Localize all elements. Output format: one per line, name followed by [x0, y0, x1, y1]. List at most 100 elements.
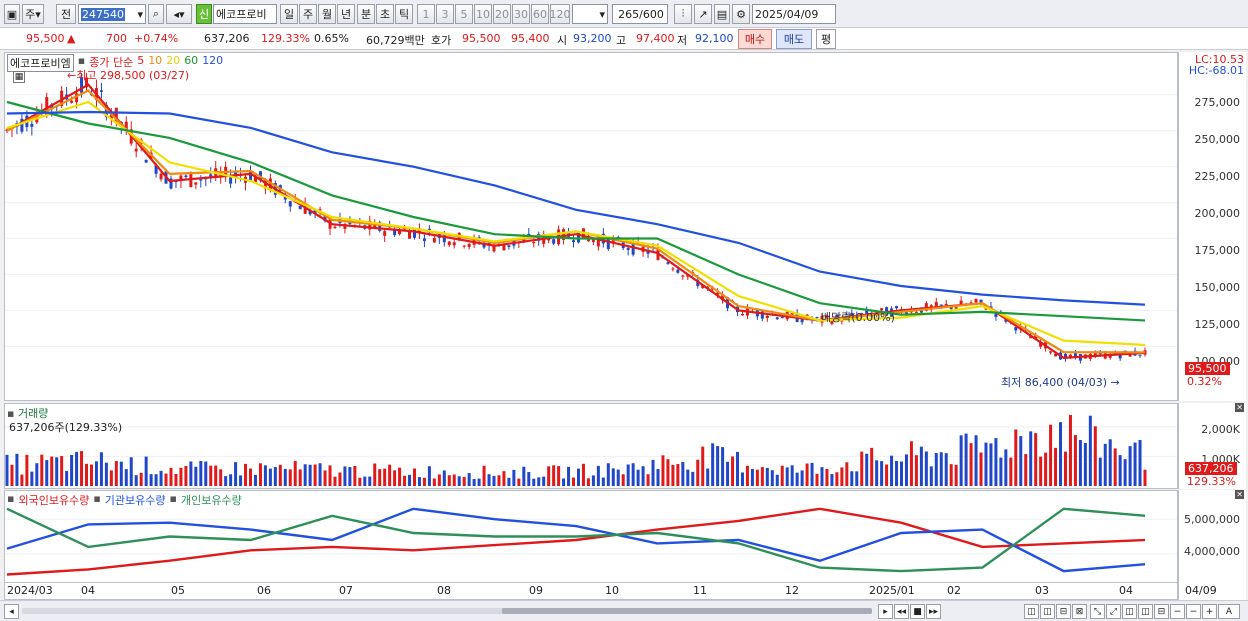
volume-bar [731, 456, 735, 486]
buy-button[interactable]: 매수 [738, 29, 772, 49]
grid-toggle-icon[interactable]: ▦ [13, 71, 25, 83]
price-candle [740, 314, 744, 316]
volume-y-axis: ✕ 2,000K 1,000K 637,206 129.33% [1178, 403, 1246, 489]
price-candle [666, 262, 670, 264]
price-candle [775, 317, 779, 320]
volume-bar [999, 457, 1003, 486]
legend-ma20: 20 [166, 54, 181, 67]
price-chart-panel[interactable]: 에코프로비엠 ▪ 종가 단순 5 10 20 60 120 ▦ ←최고 298,… [4, 52, 1178, 401]
new-badge[interactable]: 신 [196, 4, 212, 24]
price-candle [1108, 354, 1112, 358]
tab-year[interactable]: 년 [337, 4, 355, 24]
code-dropdown-icon[interactable]: ▾ [137, 7, 143, 21]
num-20[interactable]: 20 [493, 4, 511, 24]
scrollbar-track[interactable] [22, 608, 872, 614]
volume-bar [1088, 415, 1092, 486]
tool-icon-4[interactable]: ⊠ [1072, 604, 1087, 619]
volume-bar [1054, 447, 1058, 486]
play-icon[interactable]: ▸ [878, 604, 893, 619]
tab-month[interactable]: 월 [318, 4, 336, 24]
fast-forward-icon[interactable]: ▸▸ [926, 604, 941, 619]
num-120[interactable]: 120 [550, 4, 570, 24]
volume-bar [949, 464, 953, 486]
interval-dropdown-icon[interactable]: ▾ [599, 7, 605, 21]
volume-bar [890, 455, 894, 486]
price-candle [1014, 327, 1018, 331]
holdings-close-icon[interactable]: ✕ [1235, 490, 1244, 499]
tool-icon-7[interactable]: ◫ [1122, 604, 1137, 619]
volume-panel[interactable]: ▪ 거래량 637,206주(129.33%) [4, 403, 1178, 489]
holdings-marker-icon-3: ▪ [169, 492, 177, 505]
stock-code-input[interactable]: 247540 ▾ [78, 4, 146, 24]
plus-icon[interactable]: + [1202, 604, 1217, 619]
volume-bar [954, 464, 958, 486]
tab-minute[interactable]: 분 [357, 4, 375, 24]
volume-bar [70, 455, 74, 486]
volume-bar [1133, 442, 1137, 486]
interval-input[interactable]: ▾ [572, 4, 608, 24]
rewind-icon[interactable]: ◂◂ [894, 604, 909, 619]
holdings-y-axis: ✕ 5,000,000 4,000,000 [1178, 490, 1246, 583]
tool-icon-9[interactable]: ⊟ [1154, 604, 1169, 619]
date-input[interactable]: 2025/04/09 [752, 4, 836, 24]
tool-icon-1[interactable]: ◫ [1024, 604, 1039, 619]
price-candle [954, 307, 958, 309]
num-60[interactable]: 60 [531, 4, 549, 24]
num-30[interactable]: 30 [512, 4, 530, 24]
tool-icon-5[interactable]: ⤡ [1090, 604, 1105, 619]
sound-icon[interactable]: ◂▾ [166, 4, 192, 24]
volume-bar [1029, 431, 1033, 486]
volume-bar [914, 455, 918, 486]
volume-bar [427, 466, 431, 486]
search-icon[interactable]: ⌕ [148, 4, 164, 24]
price-candle [159, 173, 163, 180]
price-candle [507, 245, 511, 247]
hold-tick-4m: 4,000,000 [1184, 545, 1240, 558]
open-price: 93,200 [573, 32, 612, 45]
font-size-icon[interactable]: A [1218, 604, 1240, 619]
volume-bar [984, 442, 988, 486]
volume-bar [835, 472, 839, 486]
num-1[interactable]: 1 [417, 4, 435, 24]
tab-tick[interactable]: 틱 [395, 4, 413, 24]
candle-icon[interactable]: ⫶ [674, 4, 692, 24]
tab-second[interactable]: 초 [376, 4, 394, 24]
eval-button[interactable]: 평 [816, 29, 836, 49]
price-candle [85, 77, 89, 88]
tab-week[interactable]: 주 [299, 4, 317, 24]
volume-close-icon[interactable]: ✕ [1235, 403, 1244, 412]
draw-tool-icon[interactable]: ↗ [694, 4, 712, 24]
tool-icon-2[interactable]: ◫ [1040, 604, 1055, 619]
tool-icon-6[interactable]: ⤢ [1106, 604, 1121, 619]
price-candle [984, 308, 988, 310]
volume-bar [899, 461, 903, 486]
stock-name-field[interactable]: 에코프로비 [213, 4, 277, 24]
sell-button[interactable]: 매도 [776, 29, 812, 49]
tool-icon-3[interactable]: ⊟ [1056, 604, 1071, 619]
num-10[interactable]: 10 [474, 4, 492, 24]
price-candle [880, 308, 884, 311]
y-tick-200000: 200,000 [1194, 207, 1241, 220]
scrollbar-thumb[interactable] [502, 608, 872, 614]
holdings-panel[interactable]: ▪ 외국인보유수량 ▪ 기관보유수량 ▪ 개인보유수량 [4, 490, 1178, 583]
num-5[interactable]: 5 [455, 4, 473, 24]
stop-icon[interactable]: ■ [910, 604, 925, 619]
price-candle [70, 100, 74, 103]
volume-bar [736, 451, 740, 486]
bid-label: 호가 [431, 34, 452, 47]
scroll-left-icon[interactable]: ◂ [4, 604, 19, 619]
zoom-out-icon[interactable]: − [1170, 604, 1185, 619]
prev-button[interactable]: 전 [56, 4, 76, 24]
period-select[interactable]: 주 ▾ [22, 4, 44, 24]
minus-icon[interactable]: − [1186, 604, 1201, 619]
count-field[interactable]: 265/600 [612, 4, 668, 24]
num-3[interactable]: 3 [436, 4, 454, 24]
tab-day[interactable]: 일 [280, 4, 298, 24]
tool-icon-8[interactable]: ◫ [1138, 604, 1153, 619]
volume-bar [517, 478, 521, 486]
settings-gear-icon[interactable]: ⚙ [732, 4, 750, 24]
volume-bar [288, 469, 292, 486]
window-menu-icon[interactable]: ▣ [4, 4, 20, 24]
save-icon[interactable]: ▤ [714, 4, 730, 24]
price-candle [45, 97, 49, 116]
